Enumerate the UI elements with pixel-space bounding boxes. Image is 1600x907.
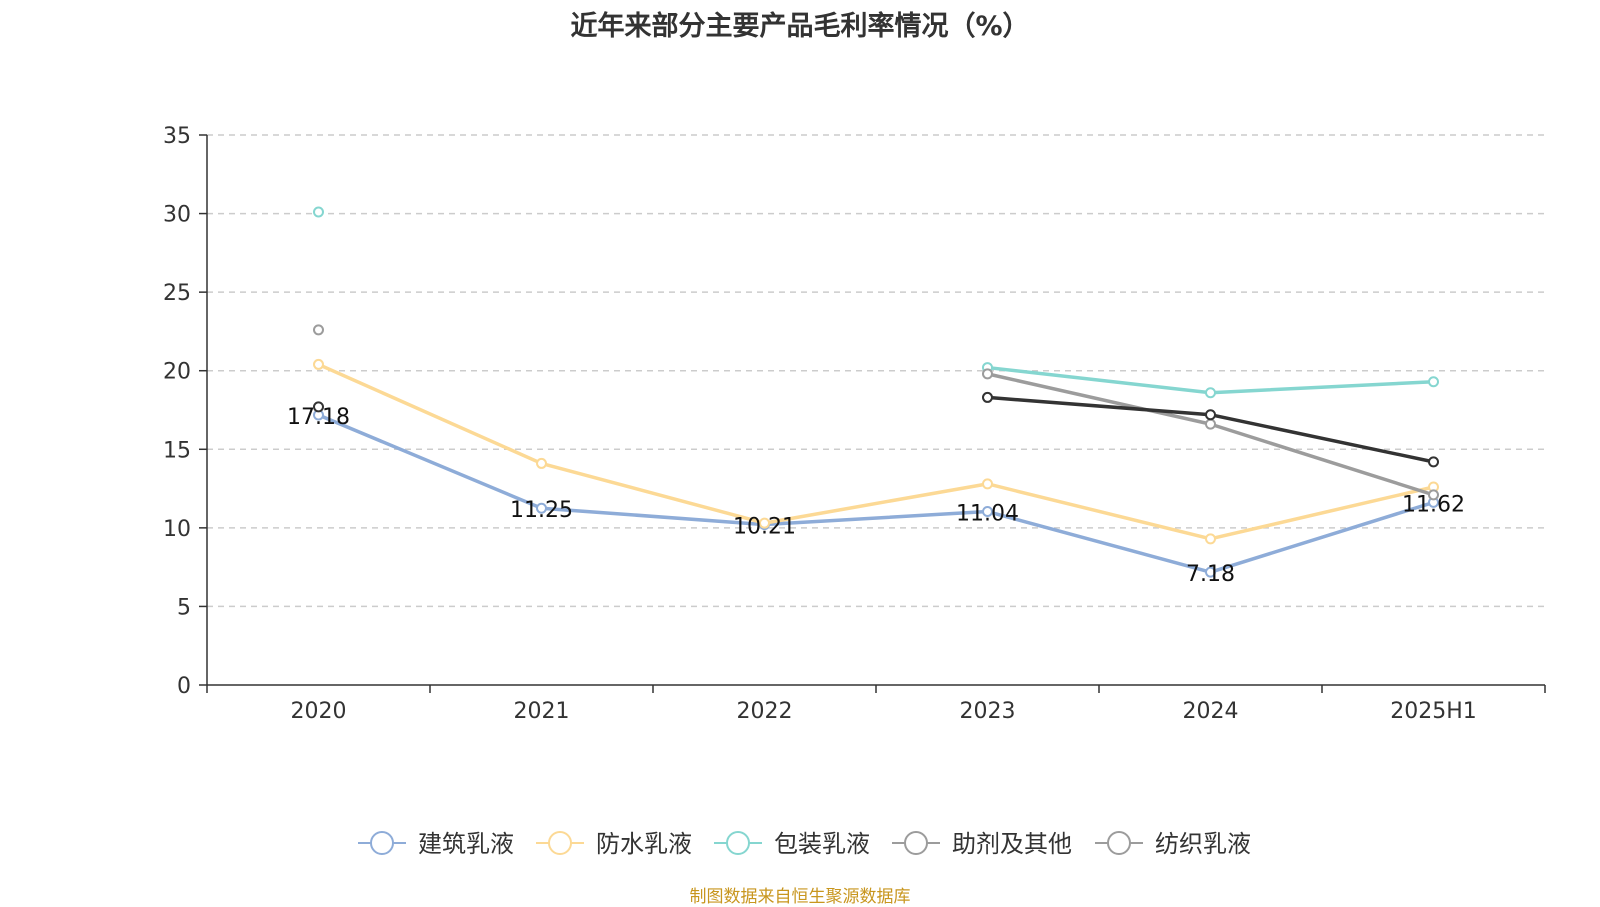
legend-item[interactable]: 建筑乳液 (358, 830, 514, 858)
data-label: 11.25 (510, 498, 573, 523)
data-label: 11.62 (1402, 492, 1465, 517)
data-point[interactable] (1205, 533, 1216, 545)
data-point[interactable] (313, 358, 324, 370)
y-tick-label: 30 (163, 203, 191, 228)
data-point[interactable] (313, 206, 324, 218)
legend-label: 包装乳液 (774, 830, 870, 858)
data-point[interactable] (982, 368, 993, 380)
y-tick-label: 15 (163, 438, 191, 463)
y-tick-label: 5 (177, 595, 191, 620)
y-tick-label: 0 (177, 674, 191, 699)
series-3 (313, 324, 1439, 501)
legend-item[interactable]: 助剂及其他 (892, 830, 1072, 858)
data-point[interactable] (313, 324, 324, 336)
x-tick-label: 2022 (737, 699, 793, 724)
data-point[interactable] (1428, 376, 1439, 388)
series-2 (313, 206, 1439, 399)
legend-item[interactable]: 包装乳液 (714, 830, 870, 858)
y-tick-label: 10 (163, 517, 191, 542)
x-tick-label: 2020 (291, 699, 347, 724)
data-point[interactable] (759, 517, 770, 529)
data-label: 11.04 (956, 502, 1019, 527)
grid-lines (207, 134, 1545, 608)
data-point[interactable] (1205, 409, 1216, 421)
legend-marker (1107, 831, 1131, 855)
series-4 (313, 391, 1439, 468)
data-point[interactable] (1205, 566, 1216, 578)
data-point[interactable] (1205, 418, 1216, 430)
x-tick-label: 2024 (1183, 699, 1239, 724)
data-point[interactable] (536, 457, 547, 469)
data-point[interactable] (1428, 456, 1439, 468)
legend-label: 助剂及其他 (952, 830, 1072, 858)
legend-label: 建筑乳液 (418, 830, 514, 858)
data-point[interactable] (982, 391, 993, 403)
data-point[interactable] (536, 502, 547, 514)
data-point[interactable] (1428, 489, 1439, 501)
series-1 (313, 358, 1439, 545)
x-tick-label: 2021 (514, 699, 570, 724)
legend-label: 防水乳液 (596, 830, 692, 858)
legend-marker (904, 831, 928, 855)
data-point[interactable] (1205, 387, 1216, 399)
legend: 建筑乳液 防水乳液 包装乳液 助剂及其他 纺织乳液 (358, 830, 1251, 858)
legend-item[interactable]: 防水乳液 (536, 830, 692, 858)
series-line (317, 362, 1434, 541)
y-tick-label: 25 (163, 281, 191, 306)
data-labels: 17.18 11.25 10.21 11.04 7.18 11.62 (287, 405, 1465, 587)
series-line (317, 413, 1435, 574)
legend-item[interactable]: 纺织乳液 (1095, 830, 1251, 858)
source-note: 制图数据来自恒生聚源数据库 (689, 887, 911, 907)
legend-label: 纺织乳液 (1155, 830, 1251, 858)
x-tick-label: 2023 (960, 699, 1016, 724)
series (313, 206, 1439, 578)
legend-marker (548, 831, 572, 855)
legend-marker (726, 831, 750, 855)
axes: 0 5 10 15 20 25 30 35 2020 2021 2022 2023 2024 2025H1 (163, 124, 1546, 724)
data-label: 10.21 (733, 515, 796, 540)
data-point[interactable] (982, 506, 993, 518)
y-tick-label: 20 (163, 360, 191, 385)
chart-title: 近年来部分主要产品毛利率情况（%） (570, 11, 1030, 42)
y-tick-label: 35 (163, 124, 191, 149)
data-point[interactable] (982, 478, 993, 490)
series-0 (313, 409, 1439, 578)
data-point[interactable] (313, 401, 324, 413)
legend-marker (370, 831, 394, 855)
data-label: 7.18 (1186, 562, 1235, 587)
x-tick-label: 2025H1 (1390, 699, 1477, 724)
data-label: 17.18 (287, 405, 350, 430)
